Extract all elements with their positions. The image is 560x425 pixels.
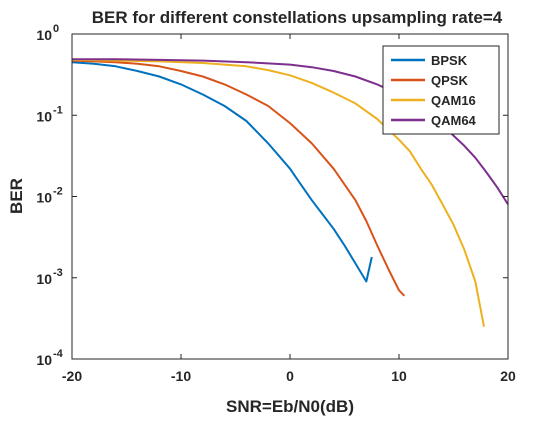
legend-entry: QAM64: [431, 113, 477, 128]
series-line-qam64: [72, 58, 509, 205]
x-tick-label: 20: [500, 368, 516, 384]
y-tick-label: 10: [36, 271, 52, 287]
y-tick-exponent: -2: [53, 186, 63, 198]
y-tick-exponent: 0: [53, 23, 59, 35]
series-line-qam16: [71, 58, 485, 327]
legend-entry: BPSK: [431, 53, 468, 68]
x-tick-label: 0: [286, 368, 294, 384]
y-tick-base: 10: [36, 190, 52, 206]
y-tick-exponent: -1: [53, 104, 63, 116]
series-line-bpsk: [71, 61, 373, 283]
y-tick-label: 10: [36, 190, 52, 206]
y-tick-base: 10: [36, 27, 52, 43]
y-axis-label: BER: [7, 178, 26, 214]
legend: BPSK QPSK QAM16 QAM64: [382, 45, 500, 135]
series-line-qpsk: [71, 59, 406, 297]
y-tick-label: 10: [36, 352, 52, 368]
y-tick-label: 10: [36, 27, 52, 43]
x-tick-label: -10: [171, 368, 191, 384]
x-tick-label: -20: [62, 368, 82, 384]
legend-entry: QPSK: [431, 73, 468, 88]
chart-title: BER for different constellations upsampl…: [92, 8, 503, 27]
legend-entry: QAM16: [431, 93, 476, 108]
y-tick-label: 10: [36, 108, 52, 124]
y-tick-base: 10: [36, 352, 52, 368]
plot-area: [71, 58, 509, 327]
y-tick-exponent: -4: [53, 348, 64, 360]
y-tick-base: 10: [36, 108, 52, 124]
x-tick-label: 10: [391, 368, 407, 384]
y-tick-base: 10: [36, 271, 52, 287]
y-tick-exponent: -3: [53, 267, 63, 279]
x-axis-label: SNR=Eb/N0(dB): [226, 397, 354, 416]
